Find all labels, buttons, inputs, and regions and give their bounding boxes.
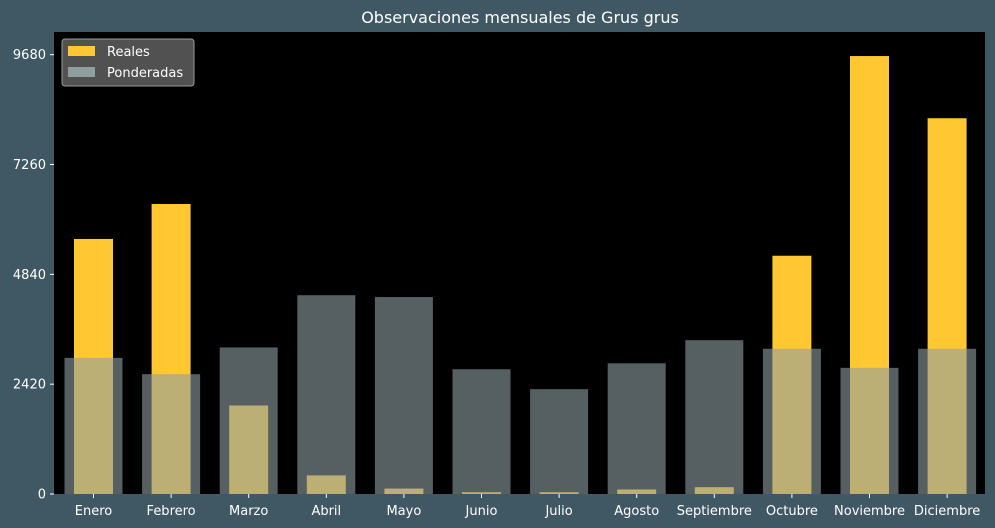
legend: Reales Ponderadas [61,38,195,87]
x-tick-label: Mayo [386,504,421,519]
legend-label-reales: Reales [107,45,150,60]
bar-ponderadas-mayo [374,297,433,494]
x-tick-label: Abril [311,504,341,519]
x-tick-label: Agosto [614,504,659,519]
bar-ponderadas-noviembre [840,367,899,494]
x-tick-label: Febrero [147,504,196,519]
x-tick-label: Diciembre [914,504,980,519]
weighted-bars [64,295,977,494]
y-tick-label: 0 [38,488,46,503]
bar-ponderadas-agosto [607,363,666,494]
x-tick-label: Enero [75,504,113,519]
y-axis: 0 2420 4840 7260 9680 [13,48,54,503]
bar-ponderadas-julio [530,389,589,494]
y-tick-label: 9680 [13,48,46,63]
x-tick-label: Junio [465,504,498,519]
bar-ponderadas-enero [64,357,123,494]
x-axis: Enero Febrero Marzo Abril Mayo Junio Julio Agos… [75,494,980,519]
x-tick-label: Octubre [766,504,818,519]
bar-ponderadas-marzo [219,347,278,494]
bar-ponderadas-octubre [762,348,821,494]
x-tick-label: Noviembre [834,504,905,519]
plot-area [54,32,985,494]
legend-label-ponderadas: Ponderadas [107,66,183,81]
x-tick-label: Julio [544,504,572,519]
legend-swatch-ponderadas [68,67,95,77]
y-tick-label: 7260 [13,158,46,173]
x-tick-label: Marzo [229,504,268,519]
bar-ponderadas-febrero [142,374,201,494]
chart-title: Observaciones mensuales de Grus grus [361,8,679,27]
bar-ponderadas-junio [452,369,511,494]
bar-ponderadas-septiembre [685,340,744,494]
y-tick-label: 2420 [13,378,46,393]
x-tick-label: Septiembre [677,504,752,519]
bar-ponderadas-diciembre [918,348,977,494]
y-tick-label: 4840 [13,268,46,283]
bar-ponderadas-abril [297,295,356,494]
legend-swatch-reales [68,46,95,56]
